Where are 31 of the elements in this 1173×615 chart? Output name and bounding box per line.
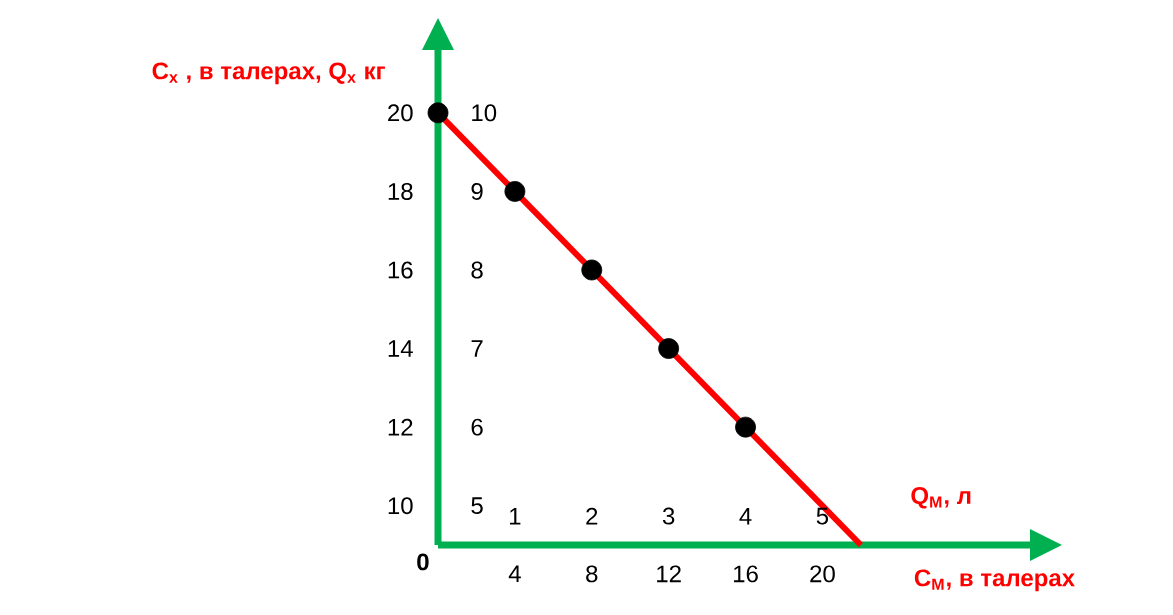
- y2-tick-label: 8: [471, 261, 483, 279]
- point: [427, 102, 449, 124]
- y-tick-label: 14: [388, 340, 413, 357]
- point: [658, 338, 680, 359]
- y-tick-label: 20: [388, 104, 413, 122]
- point: [735, 416, 756, 438]
- x-tick-label: 12: [657, 565, 681, 583]
- y2-tick-label: 10: [472, 104, 497, 122]
- y-tick-label: 16: [388, 261, 413, 279]
- point: [581, 259, 603, 281]
- x2-tick-label: 5: [816, 507, 829, 525]
- x2-axis-title: Q$_{M}$, л: [911, 487, 971, 509]
- x-tick-label: 4: [508, 565, 521, 582]
- y2-tick-label: 7: [471, 340, 483, 357]
- y-tick-label: 18: [388, 182, 413, 200]
- x-tick-label: 16: [734, 565, 758, 583]
- x-tick-label: 8: [586, 565, 598, 583]
- y-tick-label: 10: [388, 497, 413, 515]
- y-tick-label: 12: [388, 418, 413, 436]
- x-axis-title: C$_{M}$, в талерах: [914, 569, 1075, 592]
- y-axis-title: C$_{x}$ , в талерах, Q$_{x}$ кг: [152, 62, 385, 85]
- y2-tick-label: 9: [471, 182, 483, 200]
- x2-tick-label: 4: [739, 508, 752, 525]
- x2-tick-label: 3: [662, 507, 675, 525]
- y2-tick-label: 6: [471, 418, 483, 436]
- point: [504, 181, 526, 202]
- x-tick-label: 20: [810, 565, 835, 583]
- x2-tick-label: 1: [510, 508, 521, 525]
- x2-tick-label: 2: [586, 507, 598, 525]
- y2-tick-label: 5: [471, 497, 483, 515]
- text: 0: [417, 553, 429, 571]
